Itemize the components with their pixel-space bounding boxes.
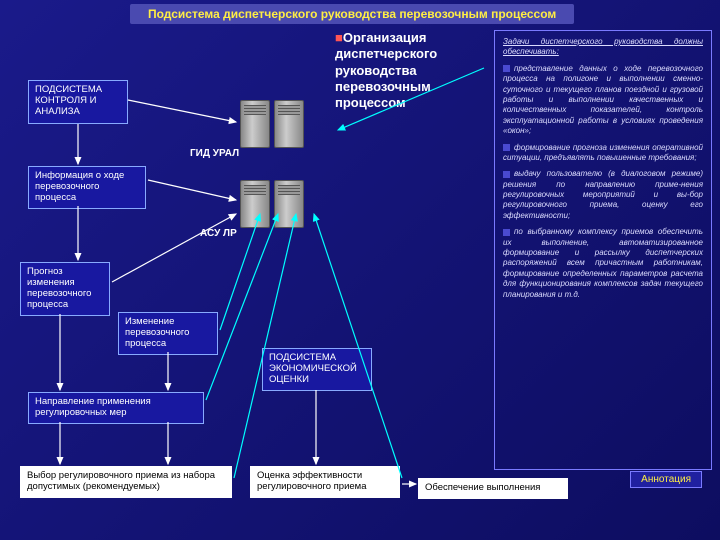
title-text: Организация диспетчерского руководства п… (335, 30, 437, 110)
square-icon (503, 229, 510, 236)
task-item: по выбранному комплексу приемов обеспечи… (503, 227, 703, 298)
square-icon (503, 144, 510, 151)
task-item: представление данных о ходе перевозочног… (503, 64, 703, 135)
square-icon (503, 171, 510, 178)
flow-box-b8: Оценка эффективности регулировочного при… (250, 466, 400, 498)
server-gid-icon (240, 100, 270, 148)
flow-box-b4: Изменение перевозочного процесса (118, 312, 218, 355)
flow-box-b2: Информация о ходе перевозочного процесса (28, 166, 146, 209)
flow-box-b5: Направление применения регулировочных ме… (28, 392, 204, 424)
server-gid-label: ГИД УРАЛ (190, 148, 239, 159)
page-header: Подсистема диспетчерского руководства пе… (130, 4, 574, 24)
tasks-heading: Задачи диспетчерского руководства должны… (503, 37, 703, 58)
annotation-button[interactable]: Аннотация (630, 471, 702, 488)
main-title: ■Организация диспетчерского руководства … (335, 30, 480, 111)
flow-box-b1: ПОДСИСТЕМА КОНТРОЛЯ И АНАЛИЗА (28, 80, 128, 124)
task-item: формирование прогноза изменения оператив… (503, 143, 703, 162)
server-asu-icon (240, 180, 270, 228)
tasks-panel: Задачи диспетчерского руководства должны… (494, 30, 712, 470)
flow-box-b7: ПОДСИСТЕМА ЭКОНОМИЧЕСКОЙ ОЦЕНКИ (262, 348, 372, 391)
flow-box-b9: Обеспечение выполнения (418, 478, 568, 499)
server-asu-icon (274, 180, 304, 228)
square-icon (503, 65, 510, 72)
flow-box-b3: Прогноз изменения перевозочного процесса (20, 262, 110, 316)
server-gid-icon (274, 100, 304, 148)
bullet-icon: ■ (335, 30, 343, 45)
server-asu-label: АСУ ЛР (200, 228, 237, 239)
flow-box-b6: Выбор регулировочного приема из набора д… (20, 466, 232, 498)
task-item: выдачу пользователю (в диалоговом режиме… (503, 169, 703, 220)
